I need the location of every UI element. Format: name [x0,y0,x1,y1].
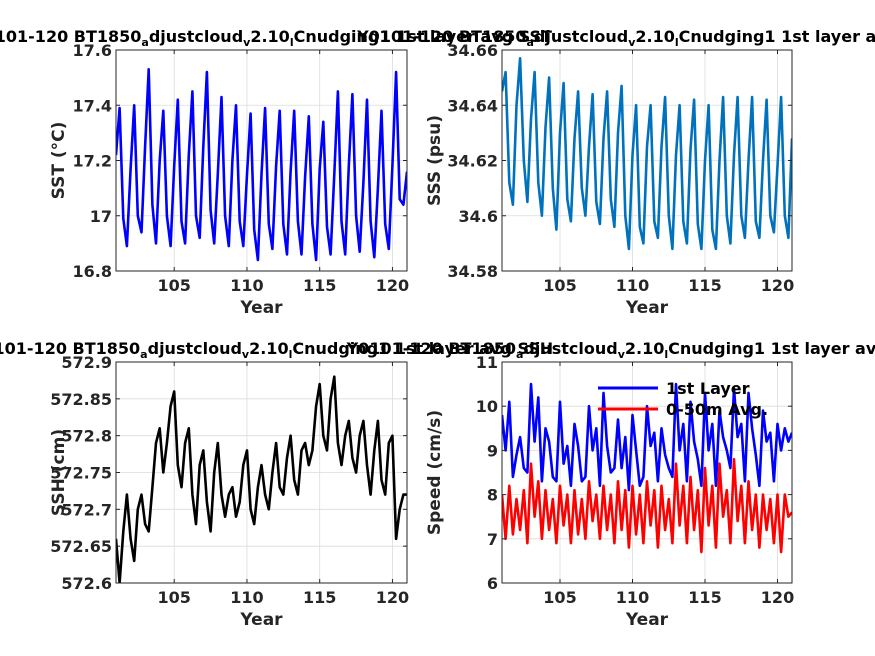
chart-title: Y0101-120 BT1850adjustcloudv2.10lCnudgin… [0,27,552,49]
y-tick-label: 572.85 [50,390,112,409]
chart-title: Y0101-120 BT1850adjustcloudv2.10lCnudgin… [356,27,875,49]
y-tick-label: 34.66 [447,41,498,60]
y-tick-label: 572.6 [61,574,112,593]
y-tick-label: 34.58 [447,262,498,281]
y-tick-label: 34.64 [447,96,498,115]
y-tick-label: 572.75 [50,464,112,483]
x-tick-label: 110 [230,276,263,295]
x-tick-label: 110 [616,588,649,607]
y-tick-label: 11 [476,353,498,372]
y-tick-label: 8 [487,486,498,505]
y-tick-label: 16.8 [73,262,112,281]
x-tick-label: 105 [157,276,190,295]
subplot-1: 105 110 115 120 16.8 17 17.2 17.4 17.6 Year SST (°… [0,27,552,318]
y-tick-label: 17.2 [73,152,112,171]
y-axis-label: SST (°C) [49,122,69,200]
axes-frame [501,361,793,584]
x-tick-label: 115 [303,588,336,607]
subplot-4: 105 110 115 120 6 7 8 9 10 11 Year Speed (cm/s) Y010… [346,339,875,630]
y-tick-label: 17.6 [73,41,112,60]
y-tick-label: 572.9 [61,353,112,372]
legend-label: 0-50m Avg. [666,400,768,419]
series-line-1 [502,56,792,251]
x-tick-label: 115 [688,588,721,607]
y-tick-label: 9 [487,441,498,460]
y-tick-label: 572.7 [61,500,112,519]
subplot-2: 105 110 115 120 34.58 34.6 34.62 34.64 34.66 Year… [356,27,875,318]
x-tick-label: 120 [761,588,794,607]
x-tick-label: 105 [543,588,576,607]
y-tick-label: 572.8 [61,427,112,446]
chart-title: Y0101-120 BT1850adjustcloudv2.10lCnudgin… [0,339,553,361]
y-axis-label: Speed (cm/s) [425,410,445,535]
subplot-3: 105 110 115 120572.6572.65572.7572.75572.85… [0,339,553,630]
x-tick-label: 105 [157,588,190,607]
subplot-grid: 105 110 115 120 16.8 17 17.2 17.4 17.6 Year SST (°… [0,27,875,630]
y-tick-label: 17.4 [73,96,112,115]
y-tick-label: 6 [487,574,498,593]
x-tick-label: 120 [376,276,409,295]
series-line-1 [116,68,407,262]
x-axis-label: Year [625,610,669,630]
y-tick-label: 572.65 [50,537,112,556]
legend: 1st Layer 0-50m Avg. [598,379,768,419]
y-tick-label: 7 [487,530,498,549]
y-tick-label: 10 [476,397,498,416]
series-line-1 [502,382,792,492]
y-axis-label: SSH (cm) [49,429,69,516]
y-tick-label: 34.6 [459,207,498,226]
x-tick-label: 120 [376,588,409,607]
series-line-2 [502,457,792,554]
series-line-1 [116,375,407,583]
y-axis-label: SSS (psu) [425,115,445,206]
legend-label: 1st Layer [666,379,750,398]
chart-title: Y0101-120 BT1850adjustcloudv2.10lCnudgin… [346,339,875,361]
x-axis-label: Year [625,298,669,318]
x-tick-label: 115 [303,276,336,295]
x-axis-label: Year [239,298,283,318]
x-tick-label: 110 [230,588,263,607]
y-tick-label: 34.62 [447,152,498,171]
y-tick-label: 17 [90,207,112,226]
x-tick-label: 120 [761,276,794,295]
x-tick-label: 110 [616,276,649,295]
x-tick-label: 115 [688,276,721,295]
x-tick-label: 105 [543,276,576,295]
x-axis-label: Year [239,610,283,630]
